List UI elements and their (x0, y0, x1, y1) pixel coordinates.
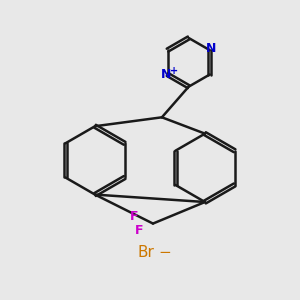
Text: +: + (170, 66, 178, 76)
Text: −: − (158, 245, 171, 260)
Text: F: F (135, 224, 144, 237)
Text: N: N (161, 68, 171, 81)
Text: N: N (206, 42, 216, 55)
Text: F: F (129, 210, 138, 223)
Text: Br: Br (137, 245, 154, 260)
